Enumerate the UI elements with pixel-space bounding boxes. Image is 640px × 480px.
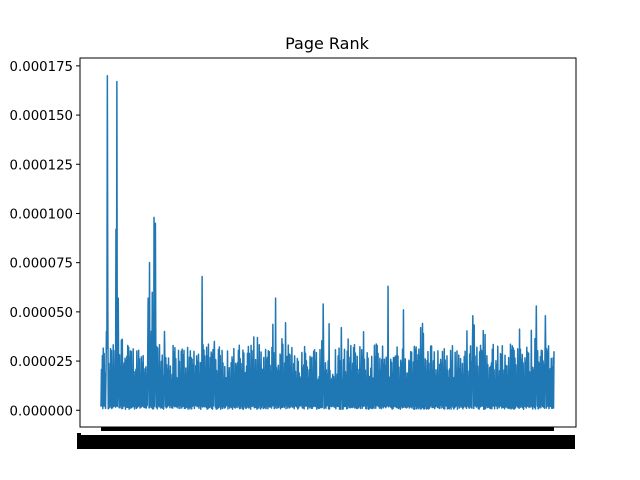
page-rank-series-line [100, 74, 555, 411]
x-axis [77, 427, 575, 449]
x-tick-labels [77, 435, 575, 449]
y-tick-label: 0.000100 [10, 207, 73, 222]
y-tick-label: 0.000050 [10, 306, 73, 321]
x-tick-label-edge [77, 433, 81, 449]
x-tick-marks [101, 427, 554, 431]
y-tick-label: 0.000125 [10, 158, 73, 173]
chart-title: Page Rank [285, 34, 370, 53]
plot-area [100, 74, 555, 411]
y-tick-label: 0.000175 [10, 60, 73, 75]
axes-frame [79, 57, 577, 428]
y-axis: 0.000000 0.000025 0.000050 0.000075 0.000100… [10, 60, 80, 419]
y-tick-label: 0.000000 [10, 404, 73, 419]
y-tick-label: 0.000150 [10, 109, 73, 124]
y-tick-label: 0.000025 [10, 355, 73, 370]
y-tick-label: 0.000075 [10, 257, 73, 272]
